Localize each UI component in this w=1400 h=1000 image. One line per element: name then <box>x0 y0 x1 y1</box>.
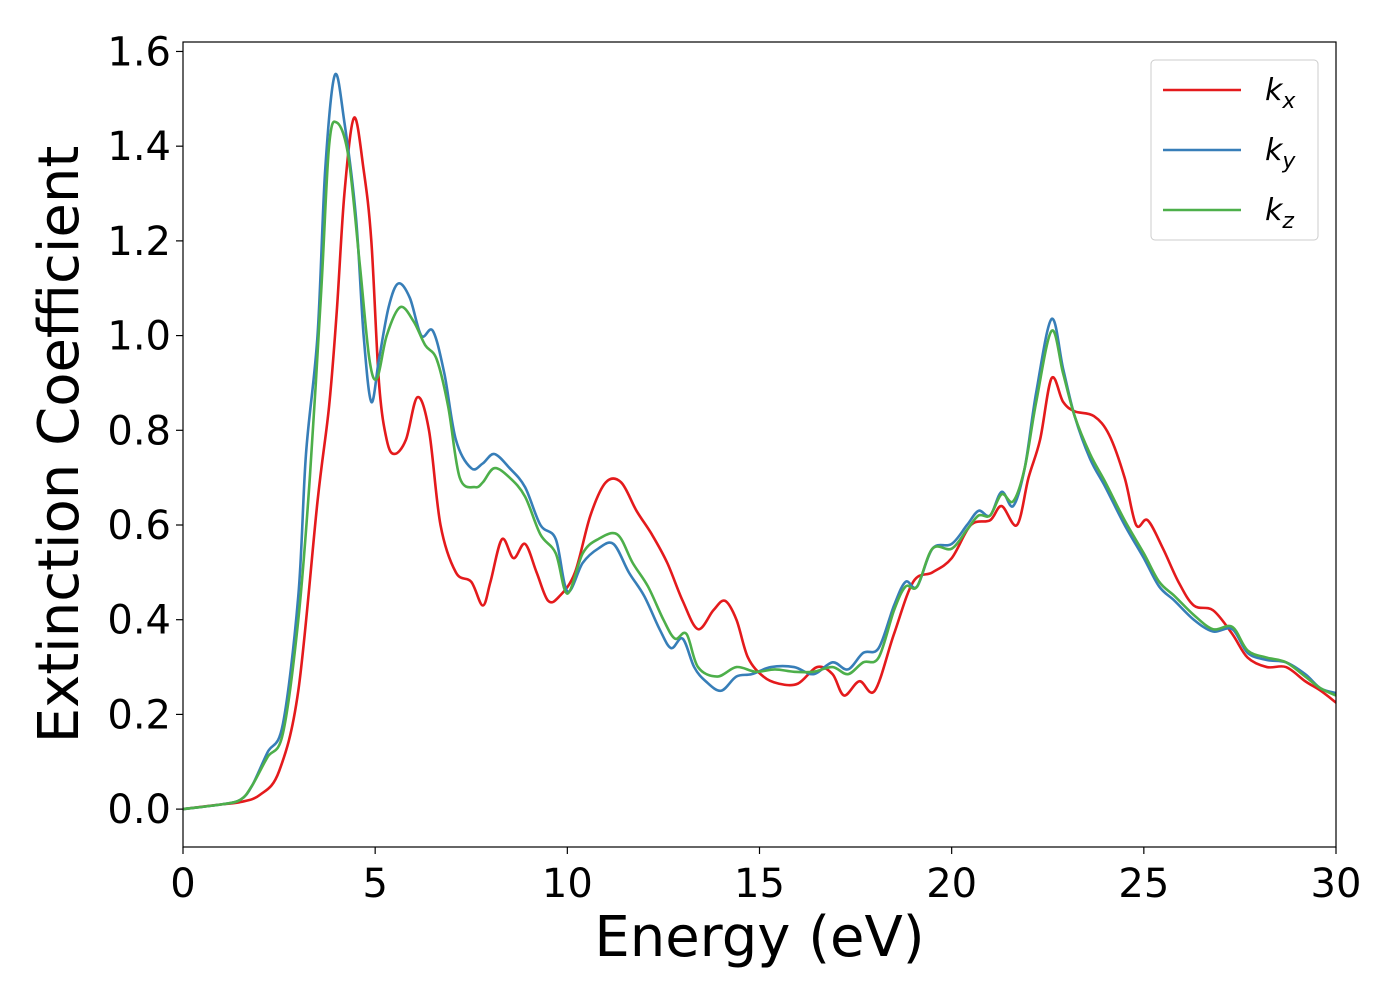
y-tick-label: 1.6 <box>107 29 171 75</box>
legend-label-ky: ky <box>1265 133 1296 174</box>
legend-label-kz: kz <box>1265 193 1294 234</box>
x-tick-label: 5 <box>362 861 387 907</box>
y-tick-label: 1.2 <box>107 219 171 265</box>
legend-label-subscript: z <box>1281 209 1294 234</box>
y-tick-label: 0.0 <box>107 787 171 833</box>
x-axis-label: Energy (eV) <box>594 905 924 970</box>
x-tick-label: 10 <box>542 861 593 907</box>
x-axis: 0 5 10 15 20 25 30 <box>170 847 1361 907</box>
x-tick-label: 30 <box>1311 861 1362 907</box>
x-tick-label: 15 <box>734 861 785 907</box>
x-tick-label: 0 <box>170 861 195 907</box>
x-tick-label: 25 <box>1118 861 1169 907</box>
legend-label-base: k <box>1265 193 1284 228</box>
series-layer <box>183 72 1336 811</box>
legend-label-base: k <box>1265 133 1284 168</box>
series-line-kz <box>183 120 1336 811</box>
series-line-kx <box>183 116 1336 811</box>
y-tick-label: 0.2 <box>107 692 171 738</box>
legend-label-subscript: y <box>1281 149 1296 174</box>
legend-label-base: k <box>1265 73 1284 108</box>
y-tick-label: 1.4 <box>107 124 171 170</box>
x-tick-label: 20 <box>926 861 977 907</box>
legend-label-subscript: x <box>1281 89 1296 114</box>
y-tick-label: 0.8 <box>107 408 171 454</box>
legend-label-kx: kx <box>1265 73 1296 114</box>
y-tick-label: 1.0 <box>107 314 171 360</box>
y-axis: 0.0 0.2 0.4 0.6 0.8 1.0 1.2 1.4 1.6 <box>107 29 183 833</box>
y-axis-label: Extinction Coefficient <box>27 146 92 744</box>
y-tick-label: 0.6 <box>107 503 171 549</box>
y-tick-label: 0.4 <box>107 598 171 644</box>
